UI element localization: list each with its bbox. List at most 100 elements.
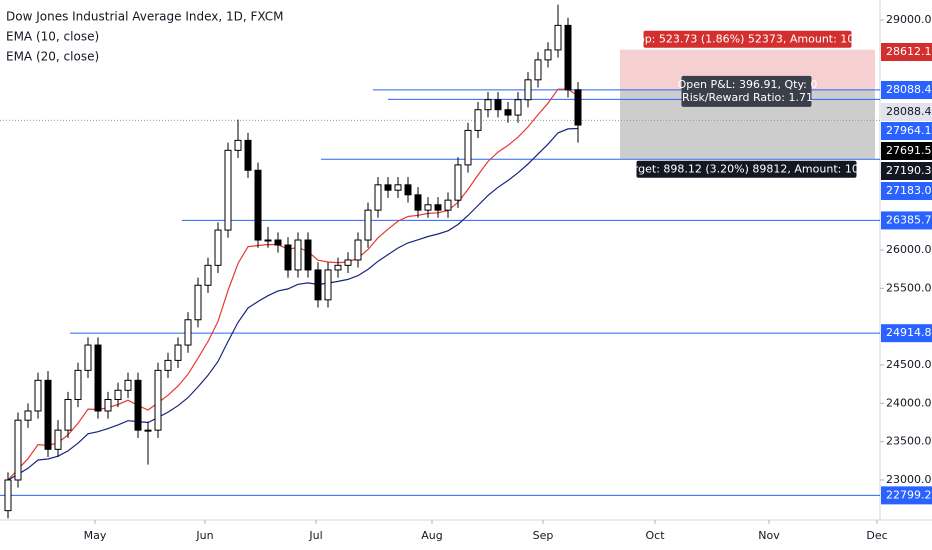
candle-body xyxy=(404,184,412,196)
candle-body xyxy=(124,379,132,391)
price-tag-label: 27691.53 xyxy=(886,144,932,157)
price-tag xyxy=(881,162,932,180)
candle-body xyxy=(424,204,432,211)
ema-line xyxy=(7,127,579,481)
price-tag-label: 26385.7 xyxy=(886,213,932,226)
candle-body xyxy=(134,379,142,431)
legend-entry: EMA (10, close) xyxy=(6,30,99,44)
pnl-box xyxy=(681,75,812,107)
candle-body xyxy=(184,319,192,346)
price-tag-label: 28088.44 xyxy=(886,105,932,118)
y-tick-label: 24500.00 xyxy=(886,358,932,371)
stop-text: Stop: 523.73 (1.86%) 52373, Amount: 1000 xyxy=(627,33,869,46)
candle-body xyxy=(114,389,122,400)
candle-body xyxy=(534,59,542,81)
price-tag-label: 28088.44 xyxy=(886,83,932,96)
x-tick-label: Oct xyxy=(645,529,665,542)
candle-body xyxy=(244,139,252,171)
candle-body xyxy=(574,89,582,126)
candle-body xyxy=(354,239,362,261)
candle-body xyxy=(174,344,182,361)
candle-body xyxy=(474,109,482,131)
candle-body xyxy=(384,184,392,191)
candle-body xyxy=(454,164,462,201)
candle-body xyxy=(194,284,202,321)
candle-body xyxy=(434,204,442,211)
candle-body xyxy=(84,344,92,371)
candle-body xyxy=(224,149,232,231)
candle-body xyxy=(554,24,562,51)
candle-body xyxy=(374,184,382,211)
candle-body xyxy=(514,99,522,116)
price-tag xyxy=(881,122,932,140)
candle-body xyxy=(544,49,552,61)
price-tag xyxy=(881,182,932,200)
price-tag xyxy=(881,211,932,230)
candle-body xyxy=(564,24,572,91)
candle-body xyxy=(304,239,312,271)
candle-body xyxy=(24,410,32,421)
candle-body xyxy=(364,209,372,241)
price-tag xyxy=(881,324,932,343)
candle-body xyxy=(394,184,402,191)
candle-body xyxy=(74,369,82,400)
ema-line xyxy=(7,88,579,481)
chart-title: Dow Jones Industrial Average Index, 1D, … xyxy=(6,10,283,24)
x-tick-label: Nov xyxy=(758,529,780,542)
target-box xyxy=(636,160,857,178)
y-tick-label: 23000.00 xyxy=(886,473,932,486)
price-tag-label: 22799.28 xyxy=(886,488,932,501)
y-tick-label: 29000.00 xyxy=(886,13,932,26)
rr-text: Risk/Reward Ratio: 1.71 xyxy=(682,91,813,104)
candle-body xyxy=(34,379,42,412)
candle-body xyxy=(344,259,352,266)
x-tick-label: Jul xyxy=(308,529,322,542)
candle-body xyxy=(234,139,242,151)
candle-body xyxy=(4,479,12,512)
price-tag-label: 28612.17 xyxy=(886,45,932,58)
y-tick-label: 23500.00 xyxy=(886,435,932,448)
y-tick-label: 26000.00 xyxy=(886,243,932,256)
price-tag-label: 27964.16 xyxy=(886,124,932,137)
price-tag-label: 27190.32 xyxy=(886,164,932,177)
y-tick-label: 25500.00 xyxy=(886,281,932,294)
candle-body xyxy=(444,199,452,211)
pnl-text: Open P&L: 396.91, Qty: 0 xyxy=(678,78,818,91)
candle-body xyxy=(54,429,62,450)
candle-body xyxy=(164,359,172,371)
candle-body xyxy=(14,419,22,481)
candle-body xyxy=(264,239,272,242)
candle-body xyxy=(104,398,112,412)
candle-body xyxy=(204,264,212,286)
candle-body xyxy=(94,344,102,412)
candle-body xyxy=(524,79,532,101)
candle-body xyxy=(324,269,332,301)
target-text: Target: 898.12 (3.20%) 89812, Amount: 10… xyxy=(621,163,873,176)
candle-body xyxy=(44,379,52,450)
candle-body xyxy=(274,239,282,246)
x-tick-label: Dec xyxy=(866,529,887,542)
legend-entry: EMA (20, close) xyxy=(6,50,99,64)
candle-body xyxy=(284,244,292,271)
price-tag xyxy=(881,142,932,160)
candle-body xyxy=(314,269,322,301)
candle-body xyxy=(254,169,262,241)
price-tag xyxy=(881,103,932,121)
stop-box xyxy=(643,30,852,48)
candle-body xyxy=(494,99,502,111)
y-tick-label: 24000.00 xyxy=(886,396,932,409)
price-tag-label: 27183.07 xyxy=(886,184,932,197)
x-tick-label: Sep xyxy=(533,529,554,542)
candle-body xyxy=(214,229,222,266)
candle-body xyxy=(294,239,302,271)
price-tag-label: 24914.85 xyxy=(886,326,932,339)
price-tag xyxy=(881,43,932,61)
candle-body xyxy=(154,369,162,431)
x-tick-label: May xyxy=(84,529,107,542)
candle-body xyxy=(504,109,512,116)
candle-body xyxy=(64,398,72,431)
candle-body xyxy=(144,429,152,432)
candle-body xyxy=(484,99,492,111)
